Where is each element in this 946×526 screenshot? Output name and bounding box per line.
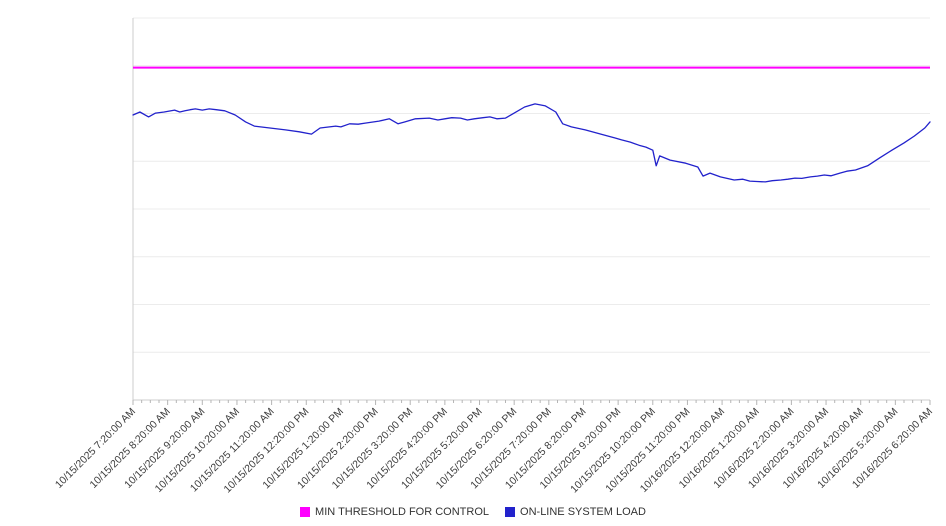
legend-label-min-threshold: MIN THRESHOLD FOR CONTROL <box>315 506 490 518</box>
legend-swatch-magenta-icon <box>300 507 311 517</box>
legend-swatch-blue-icon <box>505 507 516 517</box>
legend-label-online-system-load: ON-LINE SYSTEM LOAD <box>520 506 646 518</box>
legend-item-min-threshold[interactable]: MIN THRESHOLD FOR CONTROL <box>300 506 489 518</box>
chart-legend: MIN THRESHOLD FOR CONTROL ON-LINE SYSTEM… <box>0 500 946 524</box>
legend-item-online-system-load[interactable]: ON-LINE SYSTEM LOAD <box>505 506 646 518</box>
